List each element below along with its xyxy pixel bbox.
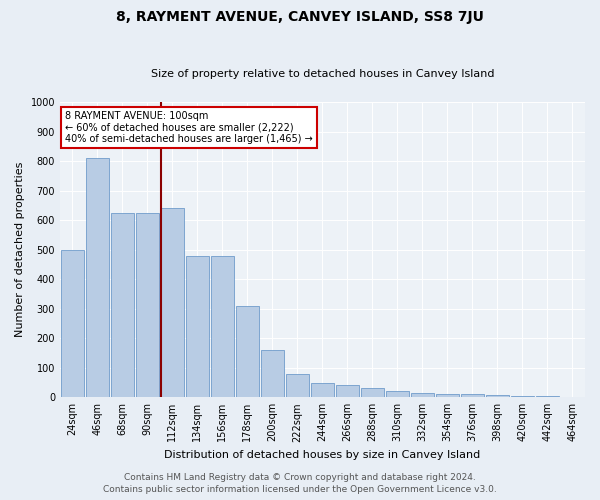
Bar: [436, 394, 459, 398]
Bar: [336, 386, 359, 398]
Bar: [486, 395, 509, 398]
Bar: [361, 388, 384, 398]
Bar: [86, 158, 109, 398]
Bar: [511, 396, 534, 398]
Bar: [261, 350, 284, 398]
Text: Contains HM Land Registry data © Crown copyright and database right 2024.
Contai: Contains HM Land Registry data © Crown c…: [103, 472, 497, 494]
X-axis label: Distribution of detached houses by size in Canvey Island: Distribution of detached houses by size …: [164, 450, 481, 460]
Bar: [186, 256, 209, 398]
Bar: [61, 250, 83, 398]
Bar: [286, 374, 309, 398]
Bar: [461, 394, 484, 398]
Bar: [411, 393, 434, 398]
Bar: [536, 396, 559, 398]
Text: 8 RAYMENT AVENUE: 100sqm
← 60% of detached houses are smaller (2,222)
40% of sem: 8 RAYMENT AVENUE: 100sqm ← 60% of detach…: [65, 111, 313, 144]
Bar: [236, 306, 259, 398]
Title: Size of property relative to detached houses in Canvey Island: Size of property relative to detached ho…: [151, 69, 494, 79]
Bar: [161, 208, 184, 398]
Bar: [136, 212, 158, 398]
Text: 8, RAYMENT AVENUE, CANVEY ISLAND, SS8 7JU: 8, RAYMENT AVENUE, CANVEY ISLAND, SS8 7J…: [116, 10, 484, 24]
Bar: [386, 392, 409, 398]
Bar: [211, 256, 233, 398]
Y-axis label: Number of detached properties: Number of detached properties: [15, 162, 25, 338]
Bar: [561, 396, 584, 398]
Bar: [111, 212, 134, 398]
Bar: [311, 382, 334, 398]
